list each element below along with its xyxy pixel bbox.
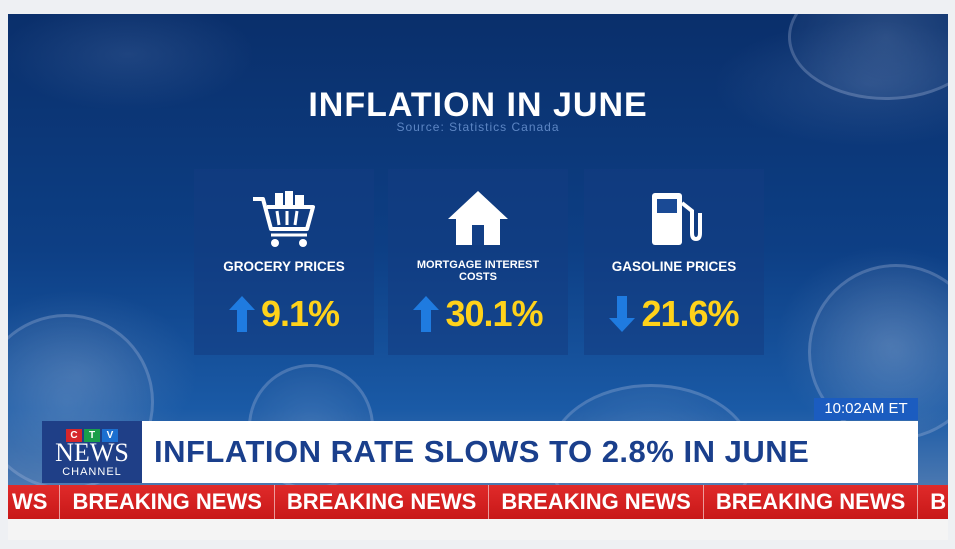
stat-value: 21.6%	[641, 293, 739, 334]
ticker-item: WS	[12, 489, 48, 514]
ticker-item: BREAKING NEWS	[715, 489, 906, 514]
stat-card-mortgage: MORTGAGE INTEREST COSTS 30.1%	[388, 169, 568, 355]
up-arrow-icon	[228, 296, 255, 332]
shopping-cart-icon	[194, 189, 374, 251]
ctv-letter: T	[84, 429, 100, 442]
ctv-letter: V	[102, 429, 118, 442]
stat-label-line2: COSTS	[459, 271, 497, 283]
source-caption: Source: Statistics Canada	[396, 120, 560, 134]
ticker-item: BREAKING NEWS	[501, 489, 691, 514]
ticker-divider	[273, 485, 275, 519]
headline-banner: INFLATION RATE SLOWS TO 2.8% IN JUNE	[142, 421, 918, 483]
ticker-divider	[917, 485, 919, 519]
bottom-strip	[8, 519, 948, 540]
page-title: INFLATION IN JUNE	[308, 86, 648, 124]
stat-label: MORTGAGE INTEREST COSTS	[388, 259, 568, 283]
stat-label: GROCERY PRICES	[223, 259, 345, 274]
stat-value: 30.1%	[445, 293, 543, 334]
ticker-divider	[59, 485, 61, 519]
ctv-news-channel-logo: C T V NEWS CHANNEL	[42, 421, 142, 483]
ticker-divider	[702, 485, 704, 519]
down-arrow-icon	[609, 296, 636, 332]
stat-card-gasoline: GASOLINE PRICES 21.6%	[584, 169, 764, 355]
broadcast-frame: INFLATION IN JUNE Source: Statistics Can…	[8, 14, 948, 540]
ctv-letter: C	[66, 429, 82, 442]
stat-label: GASOLINE PRICES	[611, 259, 737, 274]
logo-news-text: NEWS	[55, 438, 129, 467]
breaking-news-ticker: WS BREAKING NEWS BREAKING NEWS BREAKING …	[8, 485, 948, 519]
gas-pump-icon	[584, 189, 764, 251]
stat-card-grocery: GROCERY PRICES 9.1%	[194, 169, 374, 355]
ticker-item: B	[930, 489, 947, 514]
ticker-divider	[488, 485, 490, 519]
logo-channel-text: CHANNEL	[62, 466, 122, 478]
stat-value: 9.1%	[260, 293, 340, 334]
stat-label-line1: MORTGAGE INTEREST	[416, 259, 540, 271]
up-arrow-icon	[413, 296, 440, 332]
timestamp-badge: 10:02AM ET	[814, 398, 918, 420]
house-icon	[388, 189, 568, 251]
ctv-letters: C T V	[42, 429, 142, 442]
ticker-item: BREAKING NEWS	[72, 489, 262, 514]
ticker-item: BREAKING NEWS	[286, 489, 477, 514]
